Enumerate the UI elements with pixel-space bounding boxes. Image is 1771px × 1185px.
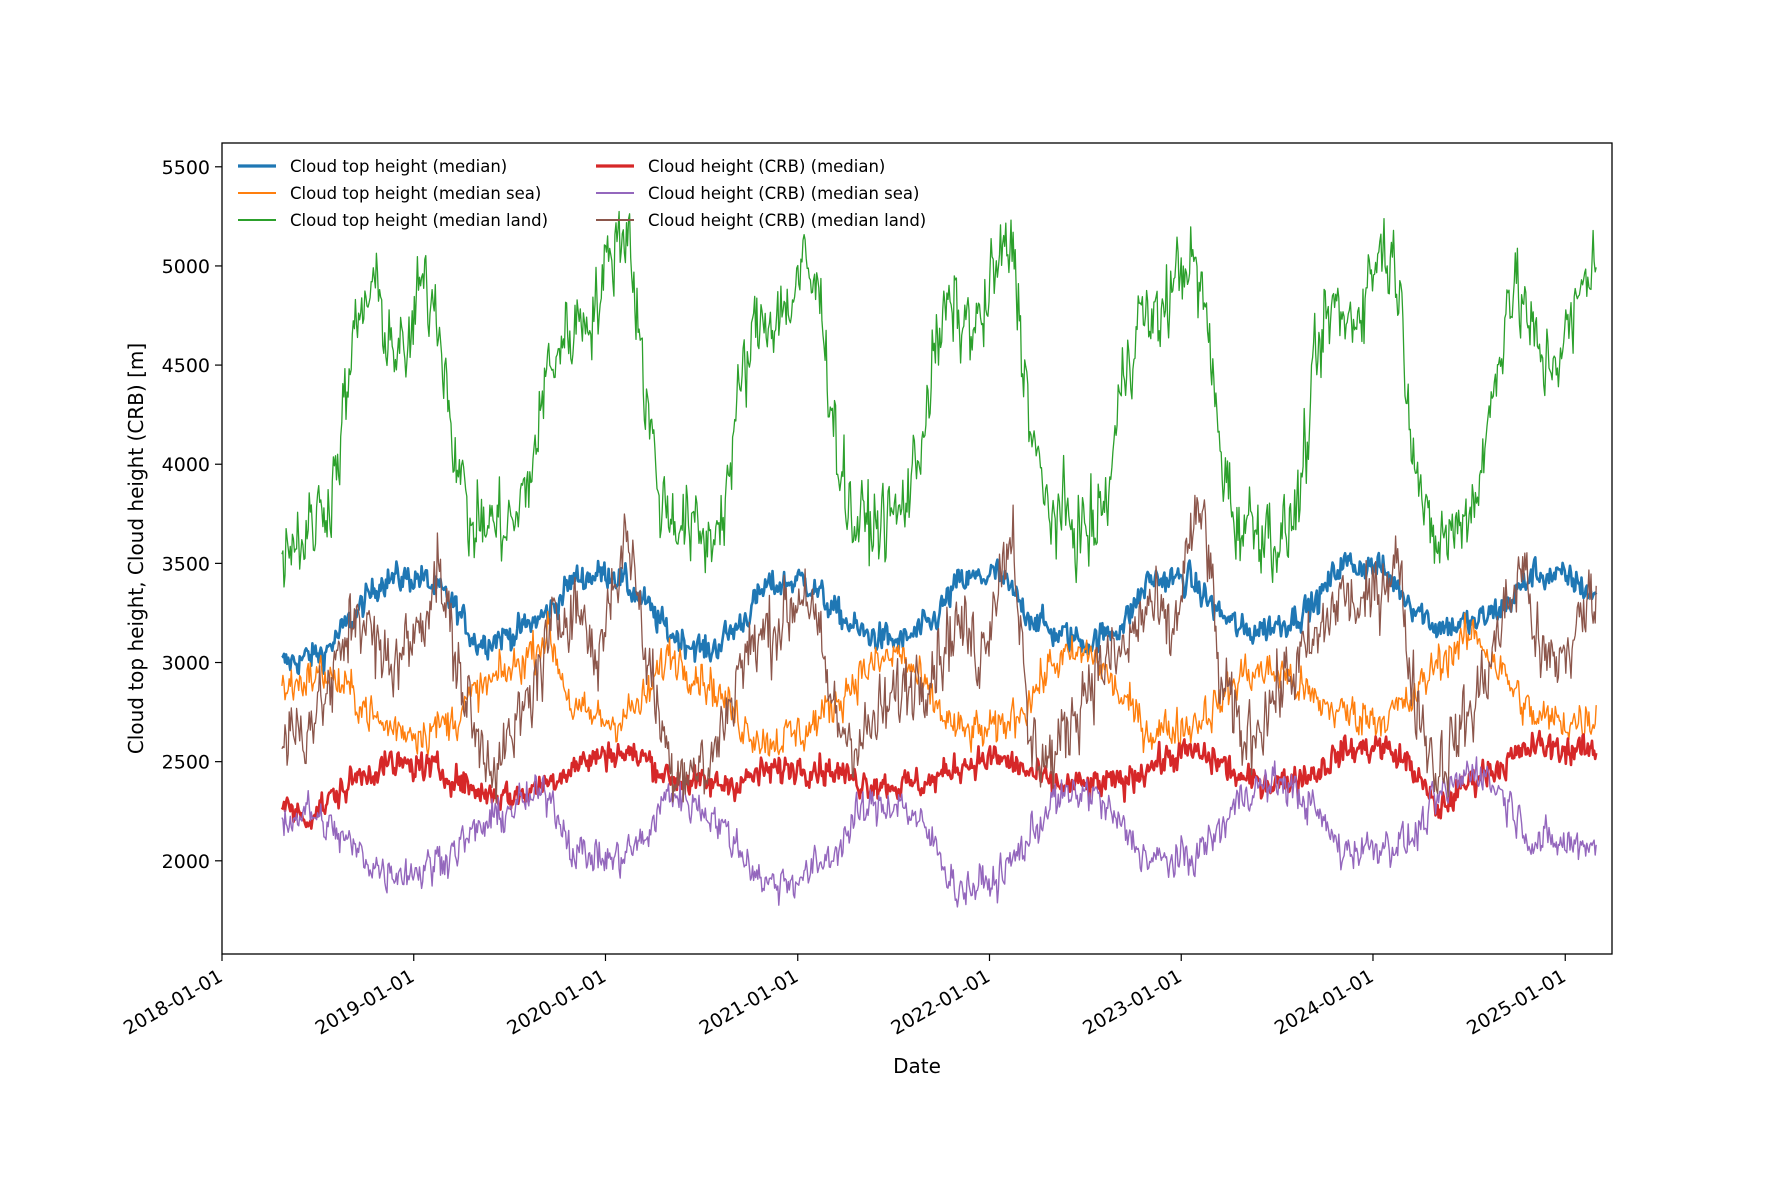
series-line-4: [280, 729, 1598, 830]
y-tick-label: 5000: [162, 256, 210, 278]
y-tick-label: 5500: [162, 157, 210, 179]
y-tick-label: 2000: [162, 851, 210, 873]
legend: Cloud top height (median) Cloud top heigh…: [238, 157, 926, 230]
series-line-6: [281, 494, 1597, 804]
y-tick-label: 4500: [162, 355, 210, 377]
y-tick-label: 4000: [162, 454, 210, 476]
legend-label: Cloud top height (median land): [290, 211, 548, 230]
plot-frame: [221, 142, 1613, 955]
y-axis-label: Cloud top height, Cloud height (CRB) [m]: [124, 343, 148, 754]
y-tick-label: 3500: [162, 553, 210, 575]
x-axis-label: Date: [893, 1054, 941, 1078]
y-tick-label: 2500: [162, 752, 210, 774]
legend-label: Cloud height (CRB) (median): [648, 157, 885, 176]
legend-label: Cloud top height (median sea): [290, 184, 541, 203]
legend-label: Cloud height (CRB) (median sea): [648, 184, 919, 203]
legend-label: Cloud height (CRB) (median land): [648, 211, 926, 230]
series-line-5: [281, 756, 1597, 908]
series-line-3: [281, 210, 1597, 588]
legend-label: Cloud top height (median): [290, 157, 507, 176]
series-line-1: [281, 551, 1598, 676]
series-line-2: [281, 610, 1597, 757]
series-layer: [280, 210, 1598, 908]
y-tick-label: 3000: [162, 653, 210, 675]
y-axis: 2000 2500 3000 3500 4000 4500 5000 5500: [162, 157, 222, 873]
